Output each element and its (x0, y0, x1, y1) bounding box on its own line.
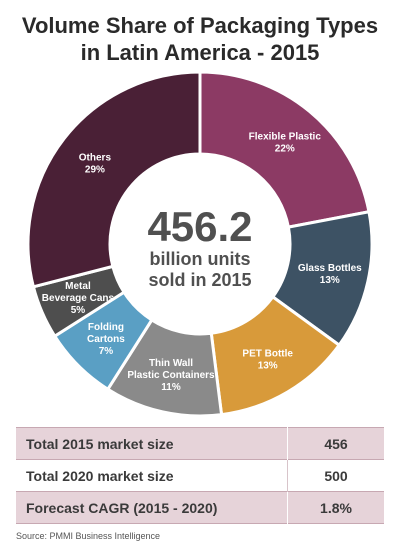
slice-percent: 13% (320, 275, 340, 286)
slice-name: Others (79, 152, 112, 163)
slice-labels: Flexible Plastic 22%Glass Bottles 13%PET B… (42, 132, 362, 393)
table-row: Total 2020 market size 500 (16, 459, 384, 492)
slice-percent: 22% (275, 144, 295, 155)
center-line-1: billion units (150, 249, 251, 269)
slice-label-4: Folding Cartons 7% (87, 322, 125, 357)
slice-6 (26, 70, 202, 289)
slice-label-2: PET Bottle 13% (242, 348, 293, 371)
slice-name: Cartons (87, 334, 125, 345)
slice-label-0: Flexible Plastic 22% (249, 132, 322, 155)
table-row: Total 2015 market size 456 (16, 427, 384, 460)
slice-name: Beverage Cans (42, 293, 115, 304)
slice-0 (198, 70, 371, 229)
slice-percent: 11% (161, 382, 181, 393)
source-note: Source: PMMI Business Intelligence (16, 531, 161, 541)
row-value: 456 (287, 427, 384, 460)
title-line-1: Volume Share of Packaging Types (21, 13, 379, 38)
slice-name: Folding (88, 322, 124, 333)
row-label: Total 2015 market size (16, 427, 288, 460)
slice-label-5: Metal Beverage Cans 5% (42, 281, 115, 316)
row-label: Forecast CAGR (2015 - 2020) (16, 491, 288, 524)
slice-percent: 29% (85, 164, 105, 175)
table-row: Forecast CAGR (2015 - 2020) 1.8% (16, 491, 384, 524)
slice-percent: 13% (258, 360, 278, 371)
chart-title: Volume Share of Packaging Types in Latin… (0, 12, 400, 66)
center-line-2: sold in 2015 (148, 270, 251, 290)
slice-label-3: Thin Wall Plastic Containers 11% (127, 358, 215, 393)
market-size-table: Total 2015 market size 456 Total 2020 ma… (16, 427, 384, 524)
donut-slices (26, 70, 374, 418)
slice-name: Flexible Plastic (249, 132, 322, 143)
slice-label-1: Glass Bottles 13% (298, 263, 362, 286)
slice-name: Plastic Containers (127, 370, 215, 381)
row-value: 1.8% (287, 491, 384, 524)
slice-name: Metal (65, 281, 91, 292)
center-value: 456.2 (147, 203, 252, 250)
slice-label-6: Others 29% (79, 152, 112, 175)
slice-name: Thin Wall (149, 358, 193, 369)
row-value: 500 (324, 467, 348, 484)
slice-name: Glass Bottles (298, 263, 362, 274)
title-line-2: in Latin America - 2015 (80, 40, 320, 65)
slice-percent: 5% (71, 305, 86, 316)
donut-chart: Flexible Plastic 22%Glass Bottles 13%PET B… (26, 70, 374, 418)
row-label: Total 2020 market size (16, 459, 288, 492)
slice-name: PET Bottle (242, 348, 293, 359)
slice-percent: 7% (99, 346, 114, 357)
